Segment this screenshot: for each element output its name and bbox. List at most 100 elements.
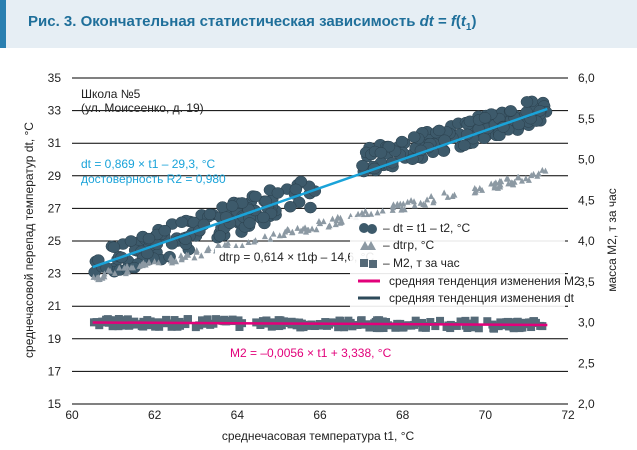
site-label-line2: (ул. Моисеенко, д. 19) xyxy=(81,101,204,115)
dtgr-point xyxy=(191,254,198,261)
dtgr-point xyxy=(505,175,512,182)
m2-point xyxy=(452,321,461,330)
title-eq: = xyxy=(433,13,451,30)
dtgr-point xyxy=(177,252,184,259)
dtgr-point xyxy=(193,247,200,254)
dtgr-point xyxy=(280,232,287,239)
points-layer xyxy=(88,95,553,333)
dtgr-point xyxy=(106,267,113,274)
m2-point xyxy=(501,318,510,327)
dtgr-point xyxy=(96,275,103,282)
dt-point xyxy=(225,200,239,212)
dtgr-point xyxy=(155,259,162,266)
m2-point xyxy=(527,323,536,332)
dt-point xyxy=(158,224,172,237)
m2-point xyxy=(137,322,146,331)
m2-point xyxy=(365,323,374,332)
dtgr-point xyxy=(390,201,397,208)
m2-point xyxy=(200,316,209,325)
dtgr-point xyxy=(136,262,143,269)
m2-point xyxy=(348,322,357,331)
y-left-tick-label: 33 xyxy=(48,104,62,118)
dtgr-point xyxy=(534,172,541,179)
m2-point xyxy=(496,318,505,327)
dt-point xyxy=(284,200,297,213)
dtgr-point xyxy=(233,242,240,249)
dtgr-point xyxy=(317,220,324,227)
y-left-tick-label: 17 xyxy=(48,364,62,378)
m2-point xyxy=(531,318,540,327)
dtgr-point xyxy=(390,204,397,211)
m2-point xyxy=(212,315,221,324)
m2-point xyxy=(505,318,514,327)
legend-marker-circle-2 xyxy=(367,224,377,234)
m2-point xyxy=(256,321,265,330)
dt-point xyxy=(289,183,303,196)
dt-point xyxy=(203,208,217,220)
figure-header: Рис. 3. Окончательная статистическая зав… xyxy=(0,0,637,48)
y-left-tick-label: 19 xyxy=(48,332,62,346)
dtgr-point xyxy=(400,200,407,207)
y-left-tick-label: 27 xyxy=(48,201,62,215)
m2-point xyxy=(292,321,301,330)
m2-point xyxy=(228,315,237,324)
x-tick-label: 62 xyxy=(148,408,162,422)
dtgr-point xyxy=(151,258,158,265)
title-close: ) xyxy=(471,13,477,30)
legend-marker-square xyxy=(360,259,368,267)
dt-trend-line xyxy=(92,107,548,269)
y-left-tick-label: 35 xyxy=(48,71,62,85)
dtgr-point xyxy=(333,217,340,224)
y-right-tick-label: 4,5 xyxy=(578,193,595,207)
dtgr-point xyxy=(401,206,408,213)
dtgr-point xyxy=(270,230,277,237)
dt-point xyxy=(374,147,388,159)
dtgr-point xyxy=(338,218,345,225)
m2-point xyxy=(114,315,123,324)
m2-point xyxy=(411,316,420,325)
dtgr-point xyxy=(428,193,435,200)
dtgr-point xyxy=(285,226,292,233)
m2-point xyxy=(474,324,483,333)
dt-point xyxy=(107,241,121,253)
x-tick-label: 72 xyxy=(561,408,575,422)
dtgr-point xyxy=(221,241,228,248)
y-axis-right-title: масса M2, т за час xyxy=(605,188,619,292)
m2-point xyxy=(416,319,425,328)
dt-point xyxy=(257,211,270,224)
m2-point xyxy=(335,316,344,325)
y-left-tick-label: 15 xyxy=(48,397,62,411)
y-left-tick-label: 23 xyxy=(48,267,62,281)
dtgr-point xyxy=(497,183,504,190)
m2-point xyxy=(167,322,176,331)
m2-point xyxy=(357,316,366,325)
title-t: t xyxy=(460,13,466,30)
dtgr-point xyxy=(267,235,274,242)
dtgr-point xyxy=(297,227,304,234)
m2-point xyxy=(456,317,465,326)
dt-point xyxy=(213,230,227,242)
annotation-m2-bg xyxy=(226,344,376,361)
dtgr-point xyxy=(329,215,336,222)
dtgr-point xyxy=(261,233,268,240)
y-axis-left-title: среднечасовой перепад температур dt, °С xyxy=(22,122,36,358)
y-left-tick-label: 25 xyxy=(48,234,62,248)
legend-marker-triangle-2 xyxy=(366,241,376,250)
annotation-dtgr-bg xyxy=(215,248,360,265)
m2-point xyxy=(461,316,470,325)
legend-bg xyxy=(350,217,565,311)
annotation-dt-confidence: достоверность R2 = 0,980 xyxy=(81,172,226,186)
m2-point xyxy=(518,323,527,332)
figure-title: Рис. 3. Окончательная статистическая зав… xyxy=(28,13,476,33)
y-right-tick-label: 5,0 xyxy=(578,153,595,167)
m2-point xyxy=(114,322,123,331)
m2-trend-line xyxy=(92,321,548,327)
m2-point xyxy=(183,315,192,324)
dtgr-point xyxy=(496,179,503,186)
dtgr-point xyxy=(491,184,498,191)
dtgr-point xyxy=(359,209,366,216)
y-right-tick-label: 2,5 xyxy=(578,356,595,370)
m2-point xyxy=(483,317,492,326)
dtgr-point xyxy=(530,170,537,177)
dtgr-point xyxy=(488,180,495,187)
